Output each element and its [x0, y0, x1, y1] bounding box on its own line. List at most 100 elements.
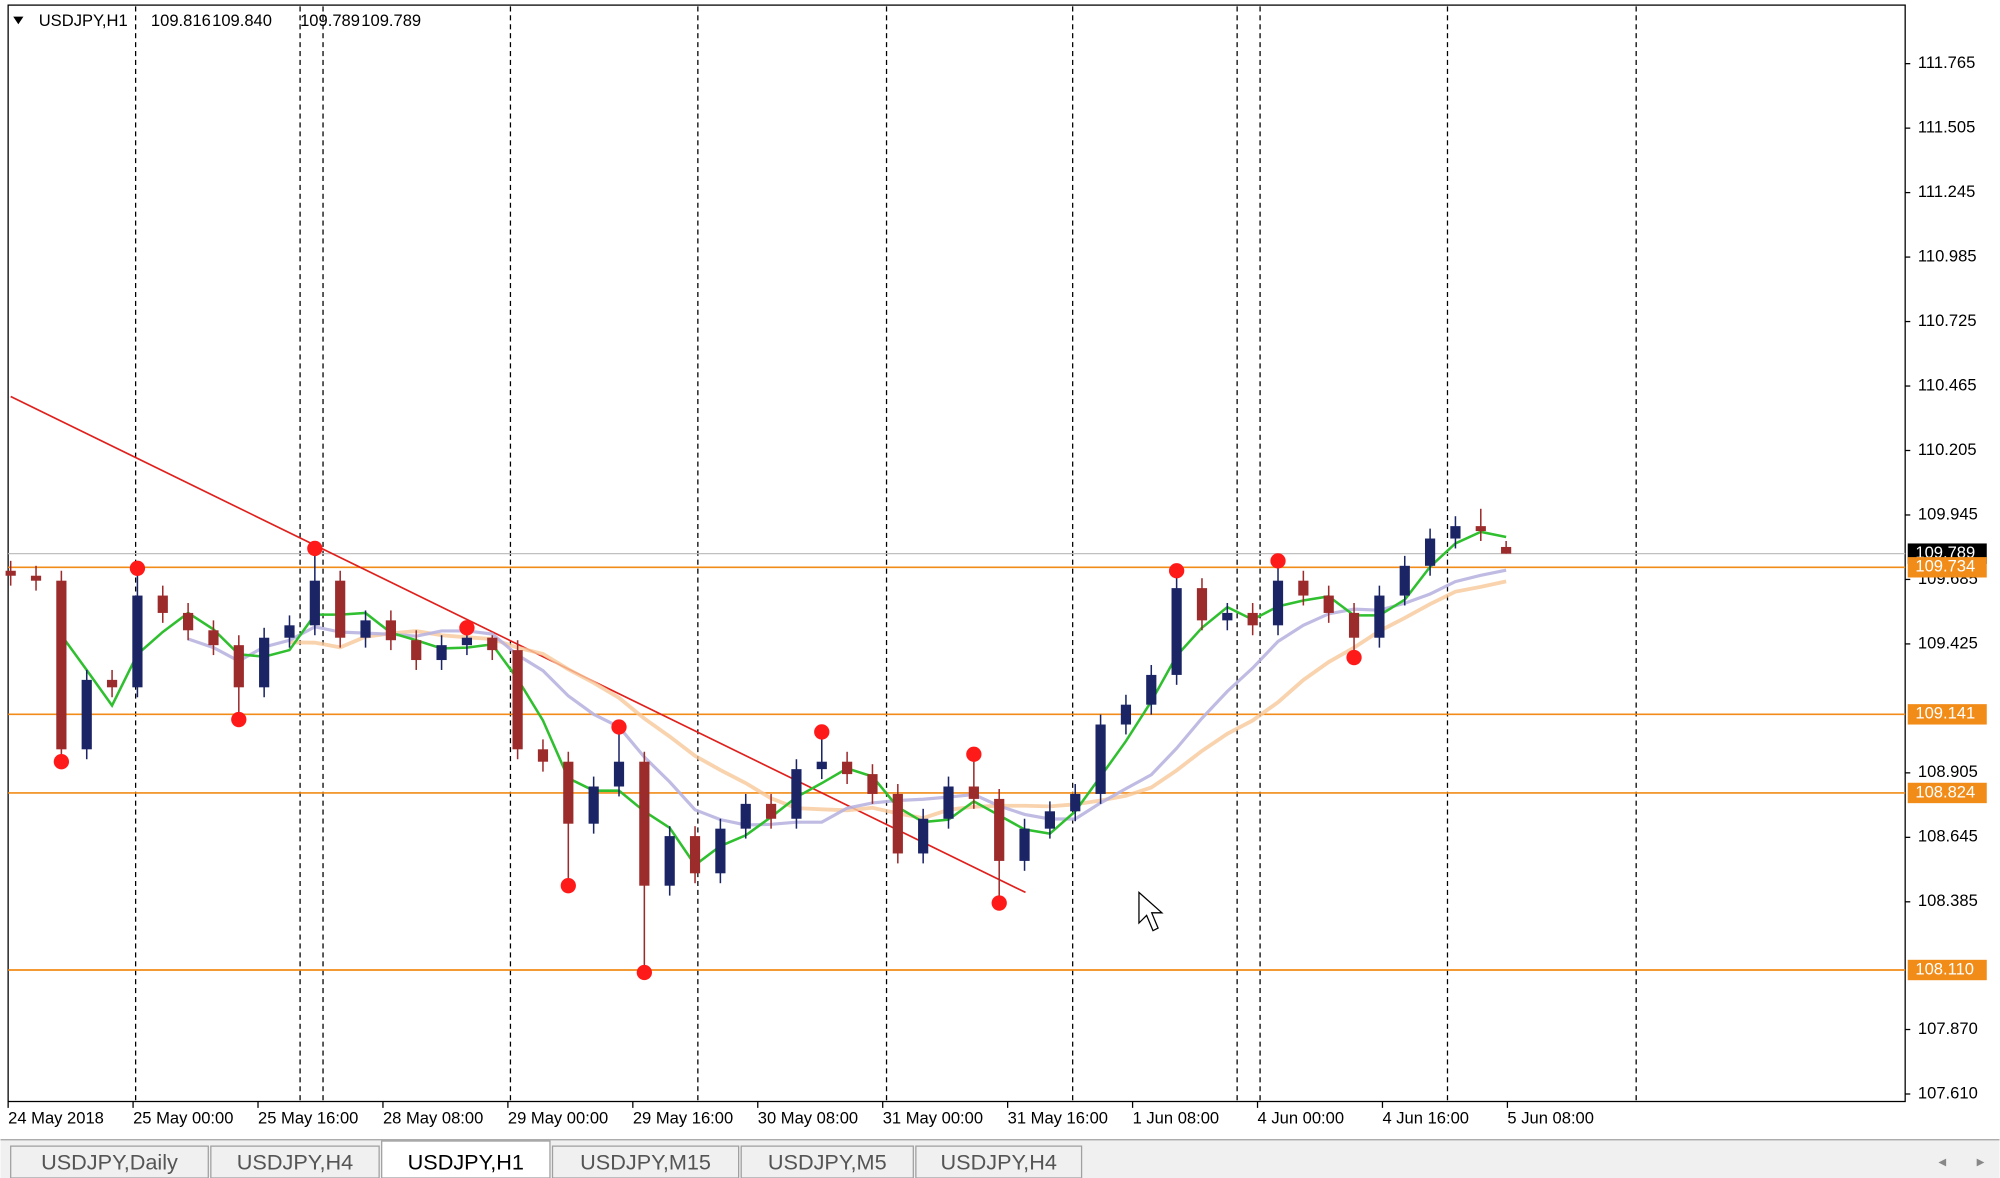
candle-body: [537, 749, 549, 762]
candle-body: [81, 679, 92, 750]
tab-background: [740, 1145, 914, 1178]
fractal-up: [129, 560, 146, 576]
ma-mid: [187, 568, 1507, 827]
tab-label[interactable]: USDJPY,Daily: [41, 1150, 178, 1175]
y-tick-label: 111.505: [1918, 118, 1975, 137]
candle-body: [765, 803, 777, 819]
fractal-down: [991, 895, 1007, 911]
candle-body: [1171, 588, 1182, 675]
tab-label[interactable]: USDJPY,H4: [941, 1150, 1057, 1175]
level-box: [1907, 557, 1987, 578]
fractal-down: [53, 754, 70, 770]
y-tick-label: 108.645: [1918, 827, 1978, 846]
fractal-down: [636, 964, 652, 981]
y-tick-label: 107.870: [1918, 1019, 1978, 1038]
y-tick-label: 108.385: [1918, 891, 1978, 910]
tab-background: [210, 1145, 380, 1178]
x-tick-label: 1 Jun 08:00: [1133, 1109, 1220, 1128]
candle-body: [1196, 588, 1208, 621]
candle-body: [1044, 811, 1055, 829]
candle-body: [1298, 580, 1309, 596]
candle-body: [132, 595, 143, 688]
levels-layer: [8, 553, 1906, 971]
level-label: 108.824: [1915, 782, 1975, 801]
tab-background: [381, 1140, 551, 1178]
tab[interactable]: USDJPY,M15: [551, 1145, 740, 1178]
tab-background: [915, 1145, 1083, 1178]
candle-body: [613, 761, 625, 787]
fractal-up: [1168, 563, 1185, 579]
candle-body: [436, 645, 447, 661]
x-tick-label: 29 May 16:00: [633, 1109, 733, 1128]
candle-body: [943, 786, 954, 819]
candle-body: [1450, 526, 1461, 539]
x-tick-label: 4 Jun 00:00: [1258, 1109, 1345, 1128]
tab[interactable]: USDJPY,H1: [381, 1140, 551, 1178]
ma-fast: [60, 530, 1507, 867]
tab-label[interactable]: USDJPY,M15: [580, 1150, 711, 1175]
fractal-up: [307, 540, 323, 557]
candle-body: [309, 580, 320, 626]
candle-body: [1095, 724, 1106, 794]
price-axis: 111.765 111.505 111.245 110.985 110.725 110.4…: [1905, 53, 1987, 1102]
tab[interactable]: USDJPY,H4: [210, 1145, 380, 1178]
x-tick-label: 4 Jun 16:00: [1382, 1109, 1469, 1128]
tab-label[interactable]: USDJPY,H4: [237, 1150, 353, 1175]
tabs: USDJPY,Daily USDJPY,H4 USDJPY,H1 USDJPY,M15…: [10, 1140, 1083, 1178]
candle-body: [233, 645, 244, 688]
tab-label[interactable]: USDJPY,H1: [408, 1150, 524, 1175]
candle-body: [715, 828, 726, 874]
ohlc-low: 109.789: [300, 11, 360, 30]
x-tick-label: 31 May 00:00: [883, 1109, 983, 1128]
fractals: [53, 540, 1362, 981]
y-tick-label: 111.765: [1918, 53, 1975, 72]
x-tick-label: 31 May 16:00: [1008, 1109, 1108, 1128]
fractal-up: [966, 746, 982, 762]
candle-body: [512, 650, 523, 750]
candle-body: [639, 761, 650, 886]
fractal-up: [814, 724, 830, 740]
y-tick-label: 109.425: [1918, 633, 1978, 652]
level-box: [1907, 959, 1987, 981]
candle-body: [1323, 595, 1334, 613]
candle-body: [968, 786, 979, 799]
scroll-left[interactable]: ◂: [1938, 1154, 1946, 1171]
tab[interactable]: USDJPY,Daily: [10, 1145, 209, 1178]
ohlc-close: 109.789: [361, 11, 421, 30]
candle-body: [689, 836, 701, 874]
candle-body: [360, 620, 371, 638]
tab[interactable]: USDJPY,H4: [915, 1145, 1083, 1178]
candle-body: [1424, 538, 1436, 566]
scroll-right[interactable]: ▸: [1977, 1154, 1985, 1171]
level-label: 109.141: [1915, 704, 1975, 723]
candle-body: [563, 761, 574, 824]
candle-body: [918, 818, 929, 854]
tab[interactable]: USDJPY,M5: [740, 1145, 914, 1178]
candle-body: [487, 637, 498, 651]
y-tick-label: 111.245: [1918, 182, 1975, 201]
tab-label[interactable]: USDJPY,M5: [768, 1150, 887, 1175]
candle-body: [5, 570, 16, 576]
fractal-down: [231, 711, 247, 728]
candle-body: [1348, 612, 1360, 638]
fractal-up: [459, 620, 475, 636]
collapse-arrow[interactable]: [13, 16, 24, 25]
y-tick-label: 110.465: [1918, 375, 1977, 394]
candle-body: [385, 620, 396, 641]
candle-body: [411, 640, 422, 661]
candle-body: [1374, 595, 1385, 638]
tab-background: [551, 1145, 740, 1178]
level-label: 109.734: [1915, 557, 1975, 576]
time-axis: 24 May 2018 25 May 00:00 25 May 16:00 28 Ma…: [7, 1101, 1594, 1128]
tab-background: [10, 1145, 209, 1178]
level-box: [1907, 704, 1987, 725]
fractal-down: [560, 878, 576, 894]
candle-body: [1475, 526, 1486, 532]
level-label: 108.110: [1915, 959, 1974, 978]
candle-body: [892, 793, 903, 854]
candle-body: [106, 679, 118, 688]
candle-body: [1272, 580, 1284, 626]
